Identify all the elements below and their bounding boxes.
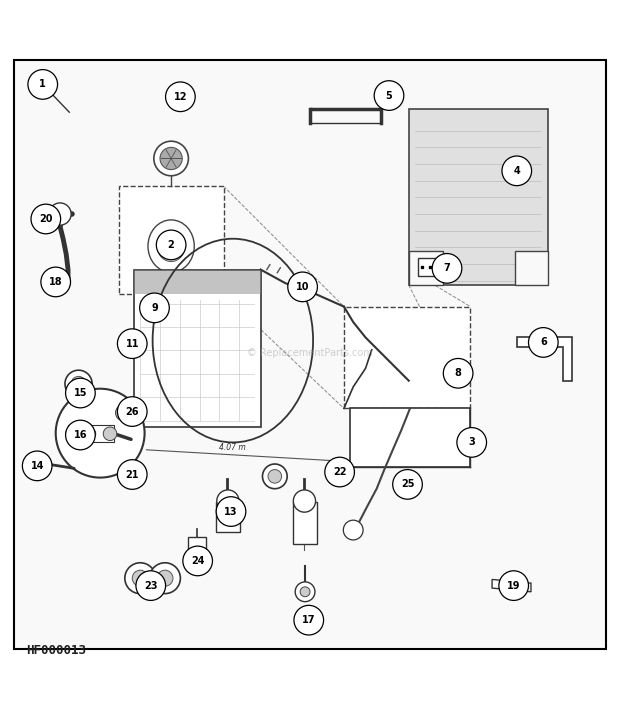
Circle shape — [65, 370, 92, 397]
Polygon shape — [492, 580, 531, 592]
Bar — [350, 409, 471, 467]
Circle shape — [117, 329, 147, 358]
Text: 4.07 m: 4.07 m — [219, 443, 246, 452]
Bar — [293, 502, 317, 544]
Bar — [118, 187, 224, 294]
Circle shape — [295, 582, 315, 602]
Circle shape — [528, 328, 558, 357]
Circle shape — [125, 562, 156, 594]
Text: 19: 19 — [507, 580, 520, 591]
Text: 10: 10 — [296, 282, 309, 292]
Ellipse shape — [148, 220, 194, 273]
Circle shape — [217, 490, 239, 512]
Text: 11: 11 — [125, 339, 139, 349]
Circle shape — [66, 378, 95, 408]
Text: 7: 7 — [444, 263, 450, 273]
Circle shape — [56, 389, 144, 478]
Text: 22: 22 — [333, 467, 347, 477]
Bar — [344, 307, 471, 409]
Circle shape — [499, 571, 528, 600]
Bar — [418, 258, 441, 276]
Bar — [216, 502, 240, 532]
Text: 3: 3 — [468, 437, 475, 447]
Circle shape — [166, 82, 195, 112]
Circle shape — [157, 570, 173, 586]
Circle shape — [262, 464, 287, 488]
Ellipse shape — [157, 231, 185, 261]
Polygon shape — [516, 337, 572, 381]
Circle shape — [104, 427, 117, 441]
Circle shape — [136, 571, 166, 600]
Bar — [68, 425, 114, 442]
Circle shape — [343, 520, 363, 540]
Circle shape — [443, 358, 473, 388]
Text: 24: 24 — [191, 556, 205, 566]
Text: 12: 12 — [174, 92, 187, 102]
Circle shape — [374, 80, 404, 110]
Text: 23: 23 — [144, 580, 157, 591]
Text: 13: 13 — [224, 506, 237, 516]
Circle shape — [268, 470, 281, 483]
Circle shape — [132, 570, 148, 586]
Circle shape — [41, 267, 71, 297]
Circle shape — [115, 404, 131, 421]
Text: 5: 5 — [386, 90, 392, 100]
Circle shape — [117, 460, 147, 489]
Circle shape — [119, 409, 128, 417]
Circle shape — [294, 605, 324, 635]
Text: 8: 8 — [454, 368, 461, 378]
Circle shape — [22, 451, 52, 481]
Bar — [188, 537, 206, 571]
Text: 26: 26 — [125, 407, 139, 417]
Text: 17: 17 — [302, 615, 316, 625]
Circle shape — [49, 203, 71, 225]
Text: 14: 14 — [30, 461, 44, 471]
Text: 2: 2 — [168, 240, 174, 250]
Circle shape — [432, 253, 462, 283]
Text: 6: 6 — [540, 337, 547, 347]
Text: 25: 25 — [401, 479, 414, 489]
Bar — [515, 251, 547, 285]
Text: 18: 18 — [49, 277, 63, 287]
Text: 1: 1 — [39, 80, 46, 90]
Circle shape — [28, 70, 58, 99]
Circle shape — [140, 293, 169, 323]
Text: 4: 4 — [513, 166, 520, 176]
Text: 15: 15 — [74, 388, 87, 398]
Circle shape — [31, 204, 61, 234]
Circle shape — [392, 470, 422, 499]
Circle shape — [325, 457, 355, 487]
Text: © ReplacementParts.com: © ReplacementParts.com — [247, 348, 373, 358]
Circle shape — [300, 587, 310, 597]
Circle shape — [86, 429, 96, 439]
Circle shape — [71, 377, 86, 391]
Circle shape — [66, 427, 79, 441]
Text: 16: 16 — [74, 430, 87, 440]
Circle shape — [183, 546, 213, 576]
Text: 20: 20 — [39, 214, 53, 224]
Circle shape — [293, 490, 316, 512]
Circle shape — [154, 141, 188, 176]
Bar — [409, 109, 547, 285]
Text: 21: 21 — [125, 469, 139, 479]
Circle shape — [216, 497, 246, 526]
Circle shape — [117, 397, 147, 426]
Bar — [409, 251, 443, 285]
Circle shape — [502, 156, 531, 186]
Circle shape — [288, 272, 317, 302]
Bar — [134, 270, 260, 294]
Circle shape — [192, 553, 203, 564]
Circle shape — [160, 147, 182, 169]
Circle shape — [66, 420, 95, 450]
Text: HF000013: HF000013 — [26, 644, 86, 657]
Circle shape — [156, 230, 186, 260]
Text: 9: 9 — [151, 303, 158, 313]
Bar — [134, 270, 260, 427]
Circle shape — [457, 428, 487, 457]
Circle shape — [149, 562, 180, 594]
